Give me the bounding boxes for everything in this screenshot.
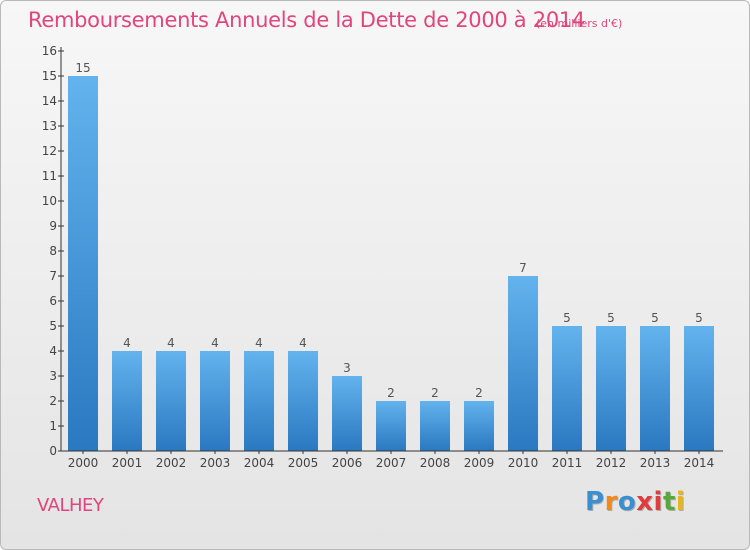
x-tick-label: 2004: [244, 456, 275, 470]
data-label: 4: [123, 336, 131, 350]
data-label: 4: [211, 336, 219, 350]
x-tick-label: 2005: [288, 456, 319, 470]
x-tick-label: 2002: [156, 456, 187, 470]
data-label: 4: [299, 336, 307, 350]
bar-2008: [420, 401, 450, 451]
bar-2014: [684, 326, 714, 451]
logo-letter: x: [636, 487, 654, 517]
x-tick-label: 2000: [68, 456, 99, 470]
proxiti-logo: Proxiti: [585, 487, 685, 517]
x-tick-label: 2003: [200, 456, 231, 470]
bar-2013: [640, 326, 670, 451]
data-label: 5: [563, 311, 571, 325]
data-label: 5: [695, 311, 703, 325]
x-tick-label: 2001: [112, 456, 143, 470]
bar-2011: [552, 326, 582, 451]
y-tick-label: 16: [42, 44, 57, 58]
data-label: 4: [255, 336, 263, 350]
x-tick-label: 2006: [332, 456, 363, 470]
y-tick-label: 1: [49, 419, 57, 433]
y-tick-label: 6: [49, 294, 57, 308]
y-tick-label: 15: [42, 69, 57, 83]
y-tick-label: 11: [42, 169, 57, 183]
bar-2005: [288, 351, 318, 451]
bar-2004: [244, 351, 274, 451]
logo-letter: i: [653, 487, 663, 517]
data-label: 3: [343, 361, 351, 375]
bars-group: 15 4 4 4 4 4 3 2 2 2 7 5 5 5 5: [68, 61, 714, 451]
y-tick-label: 14: [42, 94, 57, 108]
x-tick-label: 2014: [684, 456, 715, 470]
chart-title: Remboursements Annuels de la Dette de 20…: [28, 8, 585, 32]
x-tick-label: 2007: [376, 456, 407, 470]
data-label: 15: [75, 61, 90, 75]
data-label: 5: [607, 311, 615, 325]
y-tick-label: 0: [49, 444, 57, 458]
bar-2012: [596, 326, 626, 451]
x-tick-label: 2010: [508, 456, 539, 470]
x-tick-label: 2009: [464, 456, 495, 470]
y-tick-label: 8: [49, 244, 57, 258]
y-tick-label: 4: [49, 344, 57, 358]
bar-2000: [68, 76, 98, 451]
data-label: 7: [519, 261, 527, 275]
data-label: 4: [167, 336, 175, 350]
data-label: 2: [431, 386, 439, 400]
y-tick-label: 3: [49, 369, 57, 383]
chart-unit: (en milliers d'€): [536, 17, 623, 30]
x-axis: 2000 2001 2002 2003 2004 2005 2006 2007 2008 2009…: [61, 450, 723, 470]
y-tick-label: 10: [42, 194, 57, 208]
data-label: 2: [387, 386, 395, 400]
logo-letter: o: [617, 487, 637, 517]
commune-name: VALHEY: [37, 495, 104, 516]
logo-letter: t: [662, 487, 676, 517]
bar-2010: [508, 276, 538, 451]
data-label: 5: [651, 311, 659, 325]
y-tick-label: 2: [49, 394, 57, 408]
bar-2003: [200, 351, 230, 451]
x-tick-label: 2011: [552, 456, 583, 470]
y-tick-label: 13: [42, 119, 57, 133]
bar-2001: [112, 351, 142, 451]
y-tick-label: 5: [49, 319, 57, 333]
y-tick-label: 9: [49, 219, 57, 233]
logo-letter: i: [675, 487, 686, 517]
bar-2002: [156, 351, 186, 451]
y-tick-label: 7: [49, 269, 57, 283]
logo-letter: P: [585, 487, 605, 517]
bar-2006: [332, 376, 362, 451]
data-label: 2: [475, 386, 483, 400]
bar-2009: [464, 401, 494, 451]
x-tick-label: 2012: [596, 456, 627, 470]
x-tick-label: 2008: [420, 456, 451, 470]
bar-2007: [376, 401, 406, 451]
x-tick-label: 2013: [640, 456, 671, 470]
logo-letter: r: [604, 487, 618, 517]
y-tick-label: 12: [42, 144, 57, 158]
